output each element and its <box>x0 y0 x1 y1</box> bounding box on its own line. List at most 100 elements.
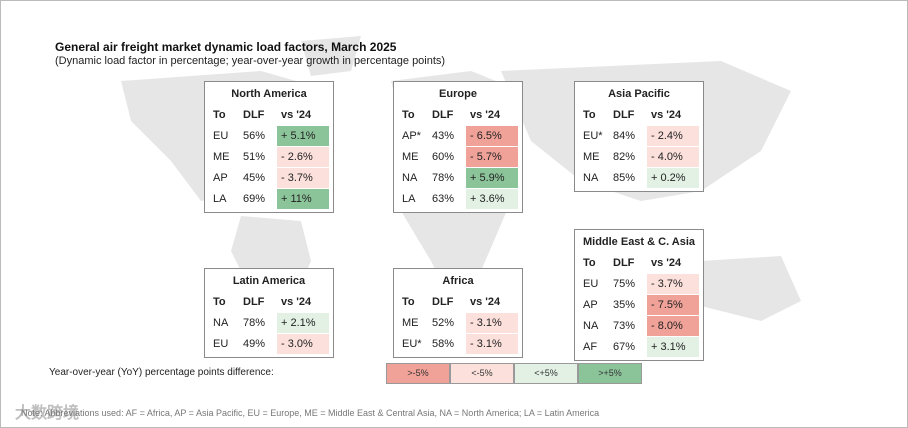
table-row: EU 75% - 3.7% <box>579 274 699 294</box>
table-row: ME 51% - 2.6% <box>209 147 329 167</box>
column-header: DLF <box>243 296 265 308</box>
cell: NA <box>213 317 229 329</box>
region-name: Asia Pacific <box>608 88 670 100</box>
cell: - 8.0% <box>647 316 699 336</box>
title: General air freight market dynamic load … <box>55 40 397 54</box>
cell: NA <box>583 172 599 184</box>
region-name: Middle East & C. Asia <box>582 236 696 248</box>
header-row: To DLF vs '24 <box>579 253 699 273</box>
legend-item: <+5% <box>514 363 578 384</box>
cell: 58% <box>432 338 455 350</box>
cell: 73% <box>613 320 636 332</box>
cell: - 3.1% <box>466 313 518 333</box>
legend-label: Year-over-year (YoY) percentage points d… <box>49 367 274 378</box>
header-row: To DLF vs '24 <box>398 105 518 125</box>
cell: 63% <box>432 193 455 205</box>
table-row: NA 73% - 8.0% <box>579 316 699 336</box>
cell: - 2.4% <box>647 126 699 146</box>
table-row: NA 85% + 0.2% <box>579 168 699 188</box>
cell: - 5.7% <box>466 147 518 167</box>
cell: 35% <box>613 299 636 311</box>
cell: + 3.6% <box>466 189 518 209</box>
cell: - 2.6% <box>277 147 329 167</box>
column-header: To <box>213 296 226 308</box>
cell: LA <box>213 193 227 205</box>
header-row: To DLF vs '24 <box>209 292 329 312</box>
region-table: Africa To DLF vs '24 ME 52% - 3.1% EU* 58% - 3.1% <box>393 268 523 358</box>
table-row: AP 45% - 3.7% <box>209 168 329 188</box>
table-row: EU* 84% - 2.4% <box>579 126 699 146</box>
header-row: To DLF vs '24 <box>398 292 518 312</box>
cell: 82% <box>613 151 636 163</box>
column-header: vs '24 <box>651 109 682 121</box>
column-header: vs '24 <box>470 109 501 121</box>
table-row: ME 82% - 4.0% <box>579 147 699 167</box>
region-table: Asia Pacific To DLF vs '24 EU* 84% - 2.4% ME 82%… <box>574 81 704 192</box>
cell: EU* <box>583 130 603 142</box>
cell: 69% <box>243 193 266 205</box>
cell: 75% <box>613 278 636 290</box>
cell: - 3.7% <box>277 168 329 188</box>
table-row: AP* 43% - 6.5% <box>398 126 518 146</box>
table-row: NA 78% + 2.1% <box>209 313 329 333</box>
note: Note: Abbreviations used: AF = Africa, A… <box>21 408 600 418</box>
region-table: North America To DLF vs '24 EU 56% + 5.1% ME 51%… <box>204 81 334 213</box>
table-row: LA 63% + 3.6% <box>398 189 518 209</box>
region-name: Latin America <box>232 275 306 287</box>
region-name: North America <box>231 88 307 100</box>
column-header: To <box>583 109 596 121</box>
cell: ME <box>583 151 600 163</box>
column-header: vs '24 <box>651 257 682 269</box>
column-header: To <box>213 109 226 121</box>
cell: NA <box>583 320 599 332</box>
cell: LA <box>402 193 416 205</box>
cell: - 3.0% <box>277 334 329 354</box>
table-row: EU 49% - 3.0% <box>209 334 329 354</box>
cell: 45% <box>243 172 266 184</box>
cell: - 6.5% <box>466 126 518 146</box>
cell: 78% <box>432 172 455 184</box>
cell: + 3.1% <box>647 337 699 357</box>
column-header: vs '24 <box>470 296 501 308</box>
cell: + 5.9% <box>466 168 518 188</box>
region-name: Africa <box>442 275 474 287</box>
column-header: DLF <box>613 109 635 121</box>
cell: NA <box>402 172 418 184</box>
column-header: vs '24 <box>281 296 312 308</box>
table-row: NA 78% + 5.9% <box>398 168 518 188</box>
table-row: EU 56% + 5.1% <box>209 126 329 146</box>
region-name: Europe <box>439 88 477 100</box>
cell: - 3.1% <box>466 334 518 354</box>
table-row: ME 52% - 3.1% <box>398 313 518 333</box>
cell: 51% <box>243 151 266 163</box>
cell: AP* <box>402 130 421 142</box>
table-row: AF 67% + 3.1% <box>579 337 699 357</box>
legend-item: >-5% <box>386 363 450 384</box>
cell: ME <box>402 151 419 163</box>
cell: 60% <box>432 151 455 163</box>
legend-item: <-5% <box>450 363 514 384</box>
cell: 78% <box>243 317 266 329</box>
header-row: To DLF vs '24 <box>209 105 329 125</box>
column-header: To <box>583 257 596 269</box>
cell: 84% <box>613 130 636 142</box>
cell: + 5.1% <box>277 126 329 146</box>
cell: + 0.2% <box>647 168 699 188</box>
region-table: Europe To DLF vs '24 AP* 43% - 6.5% ME 60% - 5.7%… <box>393 81 523 213</box>
table-row: ME 60% - 5.7% <box>398 147 518 167</box>
table-row: AP 35% - 7.5% <box>579 295 699 315</box>
cell: 49% <box>243 338 266 350</box>
cell: - 4.0% <box>647 147 699 167</box>
table-row: EU* 58% - 3.1% <box>398 334 518 354</box>
cell: EU <box>583 278 599 290</box>
cell: 85% <box>613 172 636 184</box>
cell: EU <box>213 130 229 142</box>
column-header: DLF <box>432 109 454 121</box>
region-table: Middle East & C. Asia To DLF vs '24 EU 75% - 3… <box>574 229 704 361</box>
column-header: To <box>402 296 415 308</box>
legend-item: >+5% <box>578 363 642 384</box>
cell: AF <box>583 341 598 353</box>
region-table: Latin America To DLF vs '24 NA 78% + 2.1% EU 49%… <box>204 268 334 358</box>
cell: 52% <box>432 317 455 329</box>
